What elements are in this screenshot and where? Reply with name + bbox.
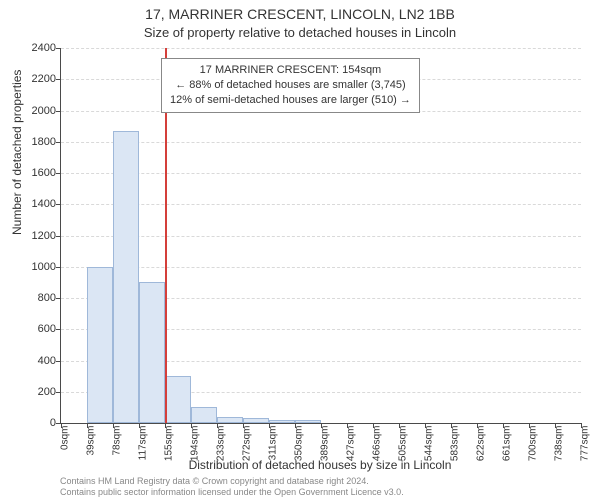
histogram-bar — [295, 420, 321, 423]
x-tick-label: 738sqm — [554, 426, 565, 462]
x-tick-label: 389sqm — [320, 426, 331, 462]
histogram-bar — [113, 131, 139, 423]
y-tick-mark — [56, 173, 61, 174]
x-tick-label: 427sqm — [346, 426, 357, 462]
annotation-line2: ← 88% of detached houses are smaller (3,… — [170, 78, 411, 93]
x-tick-label: 0sqm — [60, 426, 71, 450]
y-tick-mark — [56, 267, 61, 268]
x-tick-label: 233sqm — [216, 426, 227, 462]
x-tick-label: 466sqm — [372, 426, 383, 462]
x-tick-label: 661sqm — [502, 426, 513, 462]
x-axis-label: Distribution of detached houses by size … — [60, 458, 580, 472]
footnote-line2: Contains public sector information licen… — [60, 487, 580, 498]
y-tick-mark — [56, 361, 61, 362]
histogram-bar — [191, 407, 217, 423]
y-tick-label: 1000 — [16, 261, 56, 273]
footnote-line1: Contains HM Land Registry data © Crown c… — [60, 476, 580, 487]
y-tick-label: 1800 — [16, 136, 56, 148]
x-tick-label: 777sqm — [580, 426, 591, 462]
annotation-box: 17 MARRINER CRESCENT: 154sqm ← 88% of de… — [161, 58, 420, 113]
y-tick-label: 2000 — [16, 105, 56, 117]
x-tick-label: 155sqm — [164, 426, 175, 462]
y-tick-label: 1200 — [16, 230, 56, 242]
x-tick-label: 622sqm — [476, 426, 487, 462]
footnote: Contains HM Land Registry data © Crown c… — [60, 476, 580, 499]
y-tick-mark — [56, 79, 61, 80]
histogram-bar — [269, 420, 295, 423]
x-tick-label: 117sqm — [138, 426, 149, 461]
y-tick-label: 2400 — [16, 42, 56, 54]
chart-container: 17, MARRINER CRESCENT, LINCOLN, LN2 1BB … — [0, 0, 600, 500]
x-tick-label: 194sqm — [190, 426, 201, 462]
x-tick-label: 39sqm — [86, 426, 97, 456]
y-tick-mark — [56, 236, 61, 237]
grid-line — [61, 48, 581, 49]
grid-line — [61, 236, 581, 237]
y-tick-label: 1600 — [16, 167, 56, 179]
x-tick-label: 700sqm — [528, 426, 539, 462]
x-tick-label: 272sqm — [242, 426, 253, 462]
grid-line — [61, 173, 581, 174]
histogram-bar — [243, 418, 269, 423]
y-tick-mark — [56, 48, 61, 49]
annotation-line3: 12% of semi-detached houses are larger (… — [170, 93, 411, 108]
histogram-bar — [139, 282, 165, 423]
y-axis-ticks: 0200400600800100012001400160018002000220… — [12, 48, 60, 423]
y-tick-label: 800 — [16, 292, 56, 304]
y-tick-mark — [56, 392, 61, 393]
x-tick-label: 505sqm — [398, 426, 409, 462]
chart-title-line2: Size of property relative to detached ho… — [0, 25, 600, 40]
y-tick-label: 2200 — [16, 73, 56, 85]
y-tick-label: 200 — [16, 386, 56, 398]
y-tick-mark — [56, 329, 61, 330]
histogram-bar — [217, 417, 243, 423]
plot-area: 0sqm39sqm78sqm117sqm155sqm194sqm233sqm27… — [60, 48, 581, 424]
y-tick-label: 600 — [16, 323, 56, 335]
y-tick-mark — [56, 111, 61, 112]
x-tick-label: 544sqm — [424, 426, 435, 462]
y-tick-label: 1400 — [16, 198, 56, 210]
x-tick-label: 350sqm — [294, 426, 305, 462]
histogram-bar — [87, 267, 113, 423]
y-tick-label: 400 — [16, 355, 56, 367]
chart-title-line1: 17, MARRINER CRESCENT, LINCOLN, LN2 1BB — [0, 6, 600, 22]
histogram-bar — [165, 376, 191, 423]
x-tick-label: 583sqm — [450, 426, 461, 462]
annotation-line1: 17 MARRINER CRESCENT: 154sqm — [170, 63, 411, 78]
x-tick-label: 78sqm — [112, 426, 123, 456]
grid-line — [61, 142, 581, 143]
y-tick-mark — [56, 142, 61, 143]
y-tick-mark — [56, 298, 61, 299]
grid-line — [61, 267, 581, 268]
grid-line — [61, 204, 581, 205]
y-tick-label: 0 — [16, 417, 56, 429]
x-tick-label: 311sqm — [268, 426, 279, 461]
y-tick-mark — [56, 204, 61, 205]
